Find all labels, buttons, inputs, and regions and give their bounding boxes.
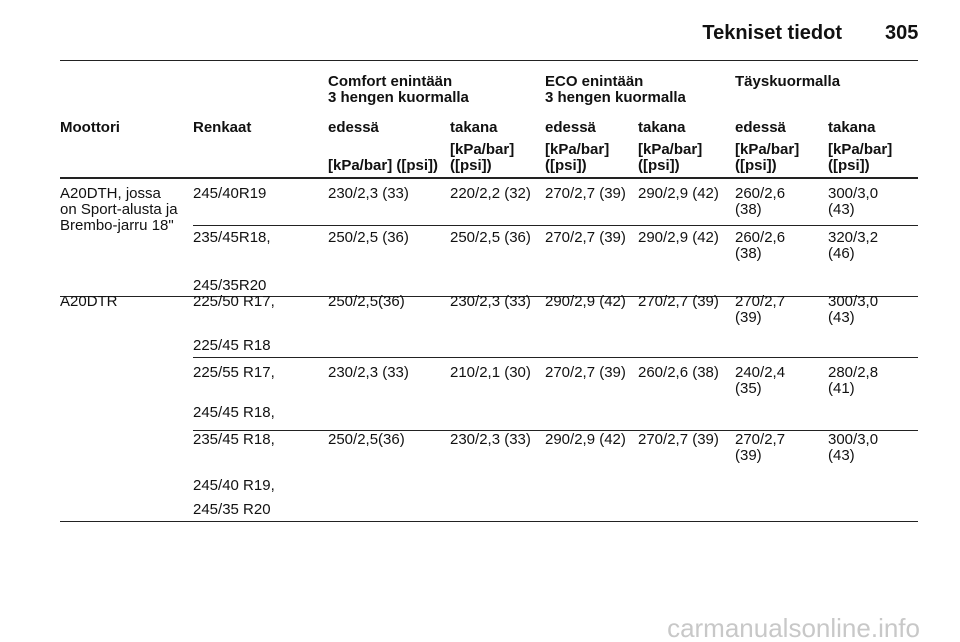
pressure-value: 300/3,0 (43) — [828, 293, 879, 326]
tire-size: 235/45R18, — [193, 229, 271, 246]
pressure-value: 270/2,7 (39) — [545, 185, 626, 202]
column-header: edessä — [328, 119, 379, 136]
engine-name: A20DTR — [60, 293, 118, 310]
pressure-value: 270/2,7 (39) — [638, 293, 719, 310]
pressure-value: 210/2,1 (30) — [450, 364, 531, 381]
unit-header: ([psi]) — [450, 157, 492, 174]
group-header: Täyskuormalla — [735, 73, 841, 90]
tire-size: 245/40R19 — [193, 185, 267, 202]
column-header: edessä — [545, 119, 596, 136]
column-header: takana — [638, 119, 686, 136]
pressure-value: 260/2,6 (38) — [735, 185, 786, 218]
top-rule — [60, 60, 918, 61]
row-rule — [193, 225, 918, 226]
pressure-value: 230/2,3 (33) — [450, 431, 531, 448]
page-number: 305 — [885, 22, 919, 44]
pressure-value: 290/2,9 (42) — [545, 431, 626, 448]
pressure-value: 250/2,5(36) — [328, 431, 405, 448]
unit-header: ([psi]) — [638, 157, 680, 174]
tire-size: 245/40 R19, — [193, 477, 275, 494]
pressure-value: 220/2,2 (32) — [450, 185, 531, 202]
pressure-value: 230/2,3 (33) — [328, 364, 409, 381]
group-header: 3 hengen kuormalla — [545, 89, 686, 106]
group-header: 3 hengen kuormalla — [328, 89, 469, 106]
column-header: takana — [828, 119, 876, 136]
pressure-value: 230/2,3 (33) — [328, 185, 409, 202]
pressure-value: 290/2,9 (42) — [638, 229, 719, 246]
tire-size: 225/45 R18 — [193, 337, 271, 354]
tire-size: 225/55 R17, — [193, 364, 275, 381]
row-rule — [193, 357, 918, 358]
pressure-value: 300/3,0 (43) — [828, 431, 879, 464]
pressure-value: 250/2,5 (36) — [450, 229, 531, 246]
pressure-value: 270/2,7 (39) — [545, 229, 626, 246]
tire-size: 235/45 R18, — [193, 431, 275, 448]
unit-header: ([psi]) — [545, 157, 587, 174]
row-rule — [60, 521, 918, 522]
tire-size: 245/35 R20 — [193, 501, 271, 518]
pressure-value: 250/2,5 (36) — [328, 229, 409, 246]
header-title: Tekniset tiedot — [702, 22, 842, 44]
engine-name: Brembo-jarru 18" — [60, 217, 174, 234]
pressure-value: 260/2,6 (38) — [638, 364, 719, 381]
pressure-value: 250/2,5(36) — [328, 293, 405, 310]
group-header: Comfort enintään — [328, 73, 453, 90]
unit-header: [kPa/bar] — [735, 141, 800, 158]
row-rule — [60, 296, 918, 297]
pressure-value: 290/2,9 (42) — [638, 185, 719, 202]
watermark: carmanualsonline.info — [667, 613, 920, 642]
pressure-value: 240/2,4 (35) — [735, 364, 786, 397]
pressure-value: 270/2,7 (39) — [735, 431, 786, 464]
pressure-value: 270/2,7 (39) — [735, 293, 786, 326]
pressure-value: 260/2,6 (38) — [735, 229, 786, 262]
column-header: Moottori — [60, 119, 120, 136]
unit-header: [kPa/bar] — [545, 141, 610, 158]
pressure-value: 300/3,0 (43) — [828, 185, 879, 218]
tire-size: 245/45 R18, — [193, 404, 275, 421]
engine-name: on Sport-alusta ja — [60, 201, 178, 218]
pressure-value: 290/2,9 (42) — [545, 293, 626, 310]
pressure-value: 230/2,3 (33) — [450, 293, 531, 310]
tire-size: 225/50 R17, — [193, 293, 275, 310]
pressure-value: 320/3,2 (46) — [828, 229, 879, 262]
unit-header: ([psi]) — [828, 157, 870, 174]
pressure-value: 270/2,7 (39) — [638, 431, 719, 448]
unit-header: [kPa/bar] ([psi]) — [328, 157, 439, 174]
column-header: edessä — [735, 119, 786, 136]
unit-header: [kPa/bar] — [828, 141, 893, 158]
row-rule — [193, 430, 918, 431]
unit-header: [kPa/bar] — [450, 141, 515, 158]
column-header: takana — [450, 119, 498, 136]
pressure-value: 280/2,8 (41) — [828, 364, 879, 397]
group-header: ECO enintään — [545, 73, 644, 90]
header-rule — [60, 177, 918, 179]
column-header: Renkaat — [193, 119, 252, 136]
engine-name: A20DTH, jossa — [60, 185, 161, 202]
tire-size: 245/35R20 — [193, 277, 267, 294]
pressure-value: 270/2,7 (39) — [545, 364, 626, 381]
unit-header: [kPa/bar] — [638, 141, 703, 158]
unit-header: ([psi]) — [735, 157, 777, 174]
